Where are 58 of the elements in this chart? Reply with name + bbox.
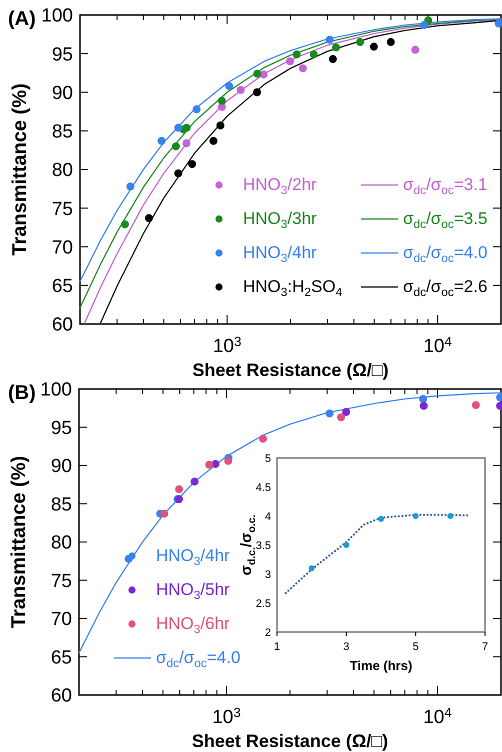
y-tick-label: 70	[52, 237, 73, 258]
legend-label: σ$_{dc}$/σ$_{oc}$=3.1	[403, 175, 488, 198]
legend-label: HNO$_{3}$/6hr	[156, 614, 230, 636]
point	[412, 513, 419, 519]
y-tick-label: 4.5	[256, 482, 271, 494]
legend-label: HNO$_{3}$/2hr	[243, 175, 318, 198]
y-axis-title: Transmittance (%)	[9, 83, 31, 256]
y-tick-label: 60	[50, 686, 72, 707]
y-tick-label: 90	[52, 82, 73, 104]
chart-title: (A)	[8, 8, 36, 30]
x-tick-label: 7	[482, 641, 488, 653]
legend-label: HNO$_{3}$/4hr	[243, 243, 318, 266]
y-tick-label: 2	[264, 626, 271, 639]
y-tick-label: 5	[264, 452, 271, 465]
y-tick-label: 65	[52, 276, 73, 298]
legend-label: HNO$_{3}$/4hr	[156, 546, 230, 568]
y-tick-label: 2.5	[256, 598, 271, 610]
x-tick-label: 10$^{3}$	[212, 334, 242, 357]
point	[378, 516, 384, 522]
x-tick-label: 3	[343, 641, 350, 653]
x-tick-label: 5	[412, 641, 419, 653]
legend-label: σ$_{dc}$/σ$_{oc}$=3.5	[403, 209, 488, 232]
y-tick-label: 3.5	[256, 540, 271, 552]
x-tick-label: 10$^{4}$	[423, 705, 452, 728]
point	[308, 565, 315, 572]
y-tick-label: 85	[52, 122, 73, 143]
x-tick-label: 10$^{3}$	[212, 705, 241, 728]
y-tick-label: 100	[41, 6, 73, 27]
x-tick-label: 1	[274, 641, 280, 653]
y-tick-label: 90	[50, 456, 72, 478]
point	[343, 542, 350, 548]
y-tick-label: 80	[50, 532, 72, 554]
legend-label: σ$_{dc}$/σ$_{oc}$=4.0	[156, 648, 240, 670]
y-tick-label: 100	[40, 380, 72, 401]
y-tick-label: 65	[50, 647, 72, 668]
y-tick-label: 70	[50, 609, 72, 630]
y-tick-label: 95	[50, 418, 72, 439]
legend-label: HNO$_{3}$/5hr	[156, 580, 230, 602]
legend-label: σ$_{dc}$/σ$_{oc}$=2.6	[403, 277, 488, 300]
x-axis-title: Sheet Resistance (Ω/□)	[192, 360, 389, 380]
x-tick-label: 10$^{4}$	[423, 334, 452, 357]
point	[447, 513, 454, 519]
legend-label: σ$_{dc}$/σ$_{oc}$=4.0	[403, 243, 488, 266]
chart-title: (B)	[8, 382, 36, 404]
x-axis-title: Sheet Resistance (Ω/□)	[192, 731, 388, 751]
y-tick-label: 95	[52, 44, 73, 66]
y-tick-label: 4	[264, 510, 271, 523]
y-tick-label: 60	[52, 314, 73, 336]
x-axis-title: Time (hrs)	[350, 658, 412, 673]
y-tick-label: 3	[264, 568, 271, 581]
y-tick-label: 75	[50, 570, 72, 592]
legend-label: HNO$_{3}$/3hr	[243, 209, 318, 232]
line-series	[284, 514, 469, 594]
y-tick-label: 85	[50, 494, 72, 516]
y-tick-label: 75	[52, 198, 73, 220]
legend-label: HNO$_{3}$:H$_{2}$SO$_{4}$	[243, 277, 343, 300]
y-tick-label: 80	[52, 160, 73, 182]
y-axis-title: Transmittance (%)	[8, 456, 30, 628]
